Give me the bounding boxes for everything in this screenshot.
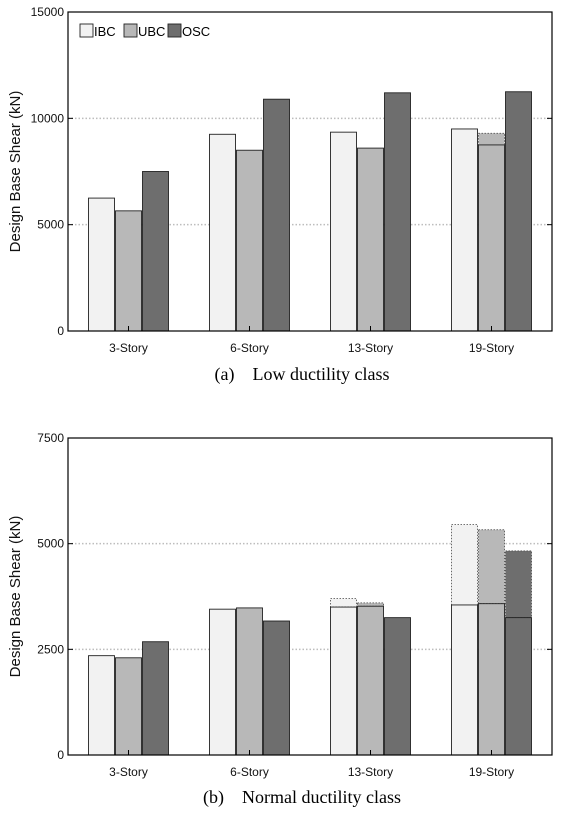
y-tick-label: 2500: [37, 642, 64, 656]
bar-ubc: [115, 210, 142, 332]
x-tick-label: 19-Story: [469, 341, 514, 355]
y-tick-label: 7500: [37, 431, 64, 445]
bar-ibc: [451, 604, 478, 756]
legend-label-osc: OSC: [182, 24, 210, 39]
y-tick-label: 5000: [37, 537, 64, 551]
x-tick-label: 13-Story: [348, 341, 393, 355]
bar-ubc: [236, 149, 263, 332]
bar-osc: [505, 91, 532, 332]
bar-ibc: [330, 131, 357, 332]
chart-panel-normal-ductility: 3-Story 6-Story 13-Story 19-Story 0 2500 5000 7…: [7, 431, 553, 808]
chart-caption: (b) Normal ductility class: [203, 787, 401, 808]
x-tick-label: 19-Story: [469, 765, 514, 779]
legend-label-ibc: IBC: [94, 24, 116, 39]
y-tick-label: 15000: [31, 5, 65, 19]
bar-ibc: [88, 655, 115, 756]
bar-osc: [142, 171, 169, 332]
bar-upper-osc: [505, 550, 532, 619]
legend-label-ubc: UBC: [138, 24, 165, 39]
bar-ibc: [88, 197, 115, 332]
bar-osc: [263, 620, 290, 756]
x-tick-label: 6-Story: [230, 765, 269, 779]
y-axis-label: Design Base Shear (kN): [7, 91, 24, 253]
x-tick-label: 3-Story: [109, 341, 148, 355]
x-tick-label: 3-Story: [109, 765, 148, 779]
bar-upper-ubc: [478, 132, 505, 146]
legend-swatch-ibc: [79, 23, 94, 38]
legend-swatch-osc: [167, 23, 182, 38]
bar-upper-ubc: [357, 602, 384, 607]
bar-upper-ibc: [330, 598, 357, 608]
bar-ubc: [357, 147, 384, 332]
bar-osc: [263, 98, 290, 332]
y-tick-label: 0: [57, 324, 64, 338]
chart-panel-low-ductility: 3-Story 6-Story 13-Story 19-Story 0 5000 10000…: [7, 5, 553, 385]
bar-upper-ubc: [478, 529, 505, 605]
bar-upper-ibc: [451, 524, 478, 606]
bar-ubc: [357, 605, 384, 756]
y-tick-label: 0: [57, 748, 64, 762]
legend: IBC UBC OSC: [79, 23, 210, 39]
y-axis-label: Design Base Shear (kN): [7, 516, 24, 678]
bar-osc: [142, 641, 169, 756]
legend-swatch-ubc: [123, 23, 138, 38]
bar-osc: [384, 92, 411, 332]
bar-ibc: [209, 133, 236, 332]
plot-frame: [67, 437, 553, 756]
bar-ibc: [451, 128, 478, 332]
bar-osc: [384, 617, 411, 756]
y-tick-label: 10000: [31, 111, 65, 125]
x-tick-label: 13-Story: [348, 765, 393, 779]
chart-caption: (a) Low ductility class: [215, 364, 390, 385]
bar-ubc: [115, 657, 142, 756]
x-tick-label: 6-Story: [230, 341, 269, 355]
y-tick-label: 5000: [37, 218, 64, 232]
plot-frame: [67, 11, 553, 332]
bar-ibc: [209, 608, 236, 756]
bar-ubc: [236, 607, 263, 756]
bar-osc: [505, 617, 532, 756]
bar-ubc: [478, 603, 505, 756]
bar-ibc: [330, 606, 357, 756]
bar-ubc: [478, 144, 505, 332]
